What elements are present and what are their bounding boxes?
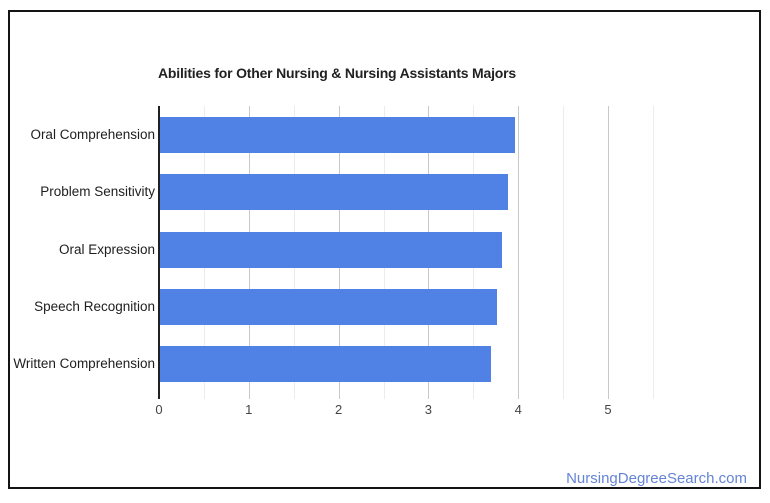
axis-tick (248, 393, 250, 399)
axis-tick (428, 393, 430, 399)
gridline (652, 106, 654, 393)
bar-oral-comprehension[interactable] (160, 116, 515, 153)
x-tick-label: 2 (334, 402, 343, 417)
x-tick-label: 1 (245, 402, 253, 417)
chart-title: Abilities for Other Nursing & Nursing As… (158, 65, 516, 81)
axis-tick (518, 393, 520, 399)
x-tick-label: 4 (514, 402, 522, 417)
bar-written-comprehension[interactable] (160, 346, 492, 383)
axis-tick (203, 393, 205, 399)
bar-speech-recognition[interactable] (160, 288, 497, 325)
axis-tick (608, 393, 609, 399)
category-label: Speech Recognition (34, 298, 155, 314)
category-label: Oral Expression (58, 241, 155, 257)
x-tick-label: 3 (424, 402, 432, 417)
category-label: Problem Sensitivity (40, 184, 155, 200)
plot-area (158, 106, 654, 399)
gridline (563, 106, 565, 393)
axis-tick (338, 393, 340, 399)
axis-tick (652, 393, 654, 399)
axis-tick (383, 393, 385, 399)
y-axis-line (158, 106, 160, 399)
x-tick-label: 5 (604, 402, 612, 417)
x-tick-label: 0 (155, 402, 163, 417)
axis-tick (473, 393, 475, 399)
axis-tick (563, 393, 565, 399)
category-label: Written Comprehension (13, 356, 155, 372)
gridline (518, 106, 520, 393)
axis-tick (293, 393, 295, 399)
bar-oral-expression[interactable] (160, 231, 503, 268)
bar-problem-sensitivity[interactable] (160, 174, 509, 211)
watermark-link[interactable]: NursingDegreeSearch.com (566, 470, 747, 487)
category-label: Oral Comprehension (30, 126, 155, 142)
gridline (608, 106, 609, 393)
